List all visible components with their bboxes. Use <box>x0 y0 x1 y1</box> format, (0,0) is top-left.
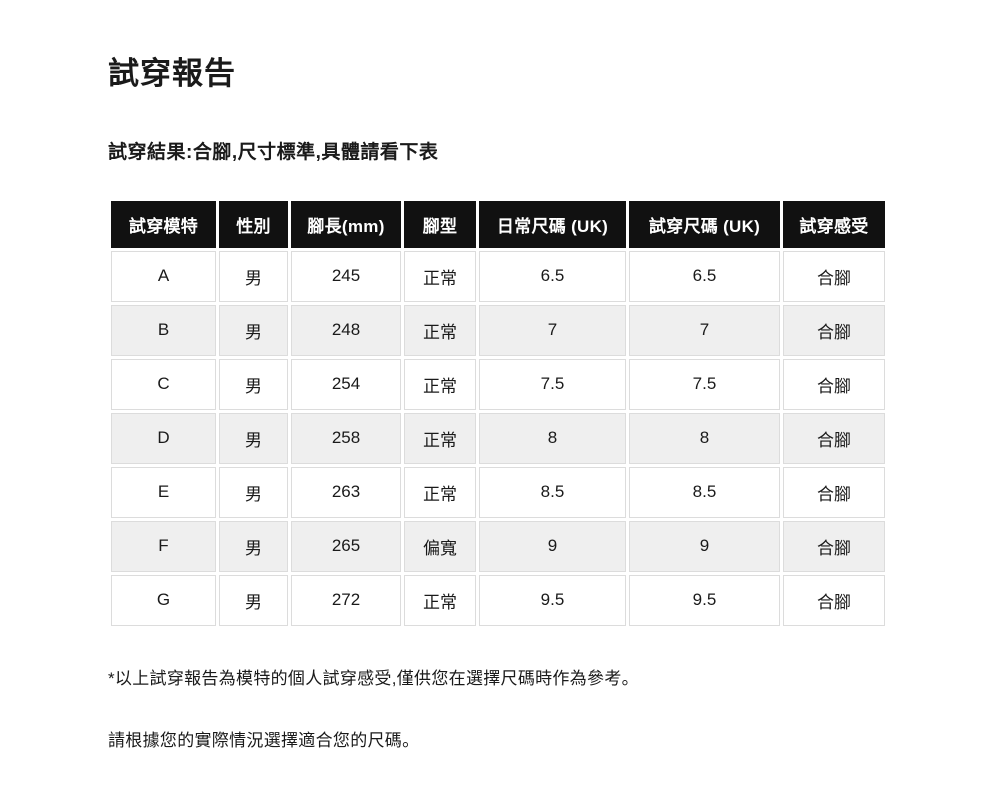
fit-result-summary: 試穿結果:合腳,尺寸標準,具體請看下表 <box>108 141 439 163</box>
col-header-gender: 性別 <box>219 200 288 248</box>
table-cell: 正常 <box>404 412 476 464</box>
table-cell: 男 <box>219 412 288 464</box>
table-cell: 7.5 <box>629 358 780 410</box>
table-cell: 男 <box>219 574 288 626</box>
table-cell: 248 <box>291 304 401 356</box>
table-cell: 正常 <box>404 466 476 518</box>
table-cell: B <box>111 304 216 356</box>
table-cell: 男 <box>219 304 288 356</box>
table-cell: 合腳 <box>783 466 885 518</box>
table-row-model-d: D 男 258 正常 8 8 合腳 <box>111 412 885 464</box>
note-disclaimer: *以上試穿報告為模特的個人試穿感受,僅供您在選擇尺碼時作為參考。 <box>108 668 639 688</box>
table-cell: 正常 <box>404 304 476 356</box>
table-cell: 8.5 <box>479 466 626 518</box>
table-cell: 8.5 <box>629 466 780 518</box>
table-cell: 正常 <box>404 250 476 302</box>
table-cell: 正常 <box>404 574 476 626</box>
table-cell: 合腳 <box>783 412 885 464</box>
table-cell: 254 <box>291 358 401 410</box>
table-cell: 偏寬 <box>404 520 476 572</box>
table-row-model-g: G 男 272 正常 9.5 9.5 合腳 <box>111 574 885 626</box>
col-header-model: 試穿模特 <box>111 200 216 248</box>
col-header-foot-length: 腳長(mm) <box>291 200 401 248</box>
table-row-model-a: A 男 245 正常 6.5 6.5 合腳 <box>111 250 885 302</box>
table-cell: E <box>111 466 216 518</box>
col-header-foot-type: 腳型 <box>404 200 476 248</box>
table-cell: G <box>111 574 216 626</box>
fit-report-content: 試穿報告 試穿結果:合腳,尺寸標準,具體請看下表 試穿模特 性別 腳長(mm) … <box>108 56 888 750</box>
table-cell: 258 <box>291 412 401 464</box>
table-cell: F <box>111 520 216 572</box>
page-title: 試穿報告 <box>108 56 236 91</box>
table-cell: 男 <box>219 520 288 572</box>
table-row-model-e: E 男 263 正常 8.5 8.5 合腳 <box>111 466 885 518</box>
table-cell: 265 <box>291 520 401 572</box>
table-row-model-b: B 男 248 正常 7 7 合腳 <box>111 304 885 356</box>
col-header-tried-size: 試穿尺碼 (UK) <box>629 200 780 248</box>
table-cell: 正常 <box>404 358 476 410</box>
table-cell: 合腳 <box>783 520 885 572</box>
note-advice: 請根據您的實際情況選擇適合您的尺碼。 <box>108 730 420 750</box>
table-cell: 男 <box>219 358 288 410</box>
table-cell: A <box>111 250 216 302</box>
table-cell: C <box>111 358 216 410</box>
table-cell: 272 <box>291 574 401 626</box>
table-cell: 9 <box>479 520 626 572</box>
table-cell: 7 <box>629 304 780 356</box>
table-cell: 6.5 <box>629 250 780 302</box>
table-cell: 合腳 <box>783 358 885 410</box>
table-cell: 9 <box>629 520 780 572</box>
table-cell: 6.5 <box>479 250 626 302</box>
table-cell: D <box>111 412 216 464</box>
table-cell: 合腳 <box>783 574 885 626</box>
fit-report-table: 試穿模特 性別 腳長(mm) 腳型 日常尺碼 (UK) 試穿尺碼 (UK) 試穿… <box>108 198 888 629</box>
table-header-row: 試穿模特 性別 腳長(mm) 腳型 日常尺碼 (UK) 試穿尺碼 (UK) 試穿… <box>111 200 885 248</box>
table-cell: 7 <box>479 304 626 356</box>
table-cell: 263 <box>291 466 401 518</box>
table-cell: 8 <box>479 412 626 464</box>
table-cell: 合腳 <box>783 304 885 356</box>
table-cell: 7.5 <box>479 358 626 410</box>
col-header-daily-size: 日常尺碼 (UK) <box>479 200 626 248</box>
table-row-model-f: F 男 265 偏寬 9 9 合腳 <box>111 520 885 572</box>
table-row-model-c: C 男 254 正常 7.5 7.5 合腳 <box>111 358 885 410</box>
table-cell: 9.5 <box>479 574 626 626</box>
col-header-fit-feeling: 試穿感受 <box>783 200 885 248</box>
table-cell: 9.5 <box>629 574 780 626</box>
table-cell: 男 <box>219 466 288 518</box>
table-cell: 245 <box>291 250 401 302</box>
table-cell: 男 <box>219 250 288 302</box>
table-cell: 合腳 <box>783 250 885 302</box>
table-cell: 8 <box>629 412 780 464</box>
